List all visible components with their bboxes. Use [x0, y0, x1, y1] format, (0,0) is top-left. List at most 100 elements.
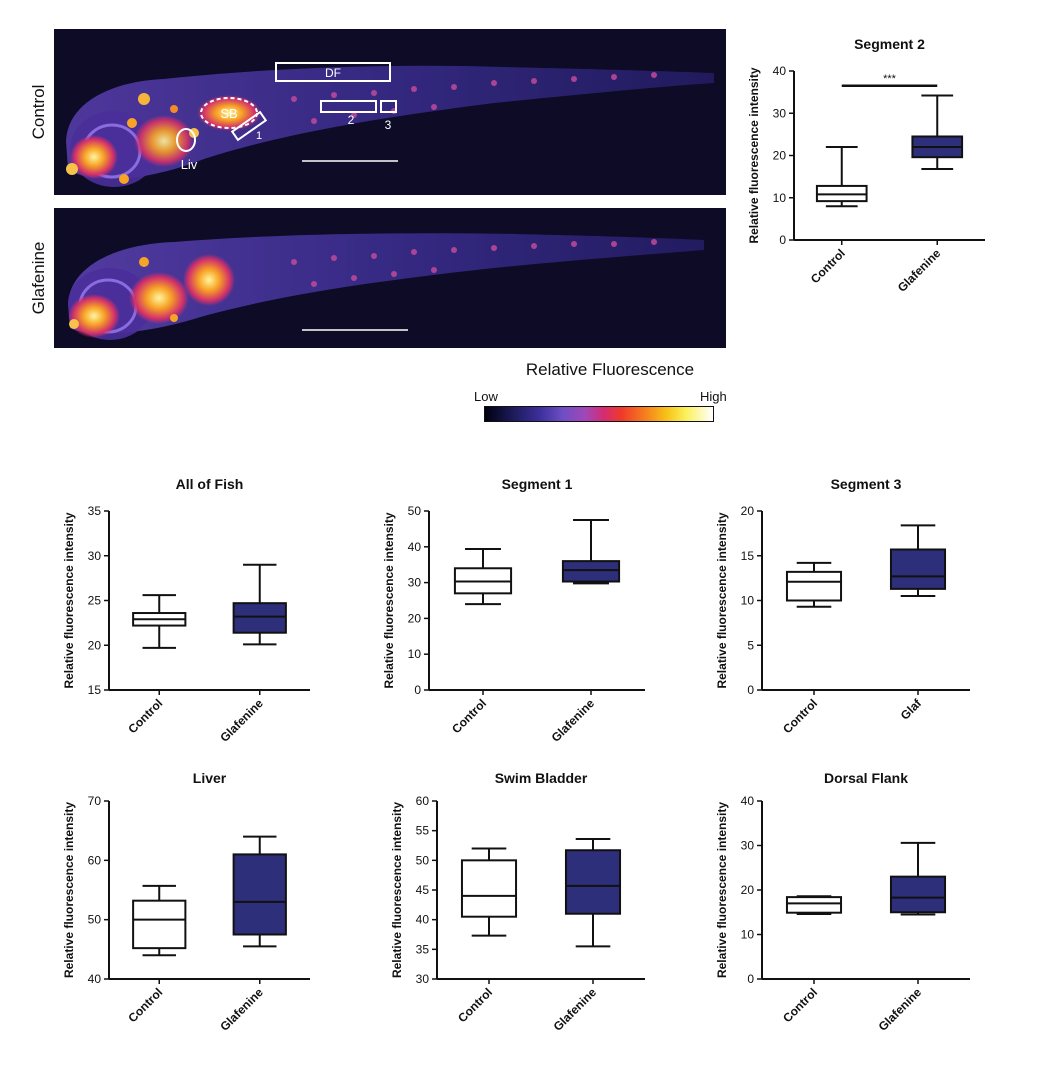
- y-tick-label: 10: [741, 928, 755, 942]
- y-tick-label: 70: [88, 794, 102, 808]
- y-tick-label: 35: [416, 942, 430, 956]
- glafenine-fish-image: [54, 208, 726, 348]
- control-fish-image: DF SB Liv 1 2 3: [54, 29, 726, 195]
- swim-bladder-chart: Swim Bladder Relative fluorescence intens…: [365, 764, 685, 1069]
- colorbar-title: Relative Fluorescence: [525, 360, 695, 379]
- y-axis-label: Relative fluorescence intensity: [747, 67, 761, 243]
- liver-region-outline: [176, 128, 196, 152]
- all-of-fish-svg: All of Fish Relative fluorescence intensi…: [62, 476, 310, 745]
- y-tick-label: 30: [773, 106, 787, 120]
- y-axis-label: Relative fluorescence intensity: [715, 802, 729, 978]
- dorsal-flank-chart: Dorsal Flank Relative fluorescence intens…: [690, 764, 1010, 1069]
- y-tick-label: 45: [416, 883, 430, 897]
- x-category-label: Glaf: [898, 696, 925, 723]
- segment2-region-box: [320, 100, 377, 113]
- y-tick-label: 20: [88, 638, 102, 652]
- control-box-group: Control: [125, 594, 187, 736]
- x-category-label: Glafenine: [217, 696, 266, 745]
- iqr-box: [232, 602, 287, 634]
- x-category-label: Glafenine: [217, 985, 266, 1034]
- swim-bladder-svg: Swim Bladder Relative fluorescence intens…: [390, 770, 645, 1034]
- y-tick-label: 40: [416, 913, 430, 927]
- y-tick-label: 0: [414, 683, 421, 697]
- x-category-label: Glafenine: [549, 696, 598, 745]
- segment1-chart: Segment 1 Relative fluorescence intensity…: [365, 470, 685, 765]
- glafenine-box-group: Glafenine: [895, 94, 964, 295]
- segment2-chart: Segment 2 Relative fluorescence intensity…: [725, 30, 1025, 315]
- chart-title: Segment 3: [831, 476, 902, 492]
- x-category-label: Control: [780, 985, 820, 1025]
- df-region-label: DF: [325, 66, 341, 80]
- y-tick-label: 30: [416, 972, 430, 986]
- x-category-label: Control: [125, 985, 165, 1025]
- significance-label: ***: [883, 73, 897, 85]
- y-tick-label: 5: [747, 638, 754, 652]
- y-tick-label: 30: [88, 549, 102, 563]
- x-category-label: Control: [455, 985, 495, 1025]
- control-box-group: Control: [449, 547, 513, 736]
- iqr-box: [889, 548, 947, 590]
- y-tick-label: 60: [88, 853, 102, 867]
- all-of-fish-chart: All of Fish Relative fluorescence intensi…: [30, 470, 350, 765]
- dorsal-flank-svg: Dorsal Flank Relative fluorescence intens…: [715, 770, 970, 1034]
- segment3-chart: Segment 3 Relative fluorescence intensity…: [690, 470, 1010, 765]
- glafenine-box-group: Glafenine: [549, 518, 621, 745]
- y-tick-label: 0: [779, 233, 786, 247]
- iqr-box: [232, 853, 287, 936]
- control-box-group: Control: [780, 895, 843, 1025]
- y-tick-label: 50: [408, 504, 422, 518]
- y-axis-label: Relative fluorescence intensity: [62, 802, 76, 978]
- y-tick-label: 40: [741, 794, 755, 808]
- x-category-label: Glafenine: [551, 985, 600, 1034]
- y-tick-label: 20: [741, 504, 755, 518]
- liver-svg: Liver Relative fluorescence intensity 40 50…: [62, 770, 310, 1034]
- y-tick-label: 30: [408, 576, 422, 590]
- segment2-region-label: 2: [348, 113, 355, 127]
- x-category-label: Glafenine: [895, 246, 944, 295]
- y-tick-label: 20: [773, 149, 787, 163]
- control-box-group: Control: [780, 561, 843, 736]
- chart-title: Segment 1: [502, 476, 573, 492]
- y-axis-label: Relative fluorescence intensity: [382, 512, 396, 688]
- segment3-svg: Segment 3 Relative fluorescence intensity…: [715, 476, 970, 736]
- chart-title: Segment 2: [854, 36, 925, 52]
- segment1-region-box: [230, 110, 268, 142]
- colorbar-low-label: Low: [474, 389, 498, 404]
- iqr-box: [132, 899, 187, 950]
- glafenine-box-group: Glafenine: [551, 837, 622, 1034]
- df-region-box: [275, 62, 391, 82]
- y-tick-label: 60: [416, 794, 430, 808]
- x-category-label: Control: [808, 246, 848, 286]
- control-box-group: Control: [808, 146, 868, 286]
- glafenine-box-group: Glafenine: [217, 563, 287, 745]
- y-tick-label: 10: [773, 191, 787, 205]
- segment1-svg: Segment 1 Relative fluorescence intensity…: [382, 476, 645, 745]
- y-tick-label: 30: [741, 839, 755, 853]
- y-tick-label: 20: [408, 611, 422, 625]
- glafenine-fish-drawing: [68, 233, 704, 340]
- y-axis-label: Relative fluorescence intensity: [390, 802, 404, 978]
- segment3-region-box: [380, 100, 397, 113]
- chart-title: Swim Bladder: [495, 770, 588, 786]
- glafenine-box-group: Glafenine: [876, 841, 947, 1034]
- segment1-region-label: 1: [256, 130, 262, 142]
- y-tick-label: 0: [747, 972, 754, 986]
- y-tick-label: 55: [416, 824, 430, 838]
- y-tick-label: 10: [741, 594, 755, 608]
- y-tick-label: 40: [408, 540, 422, 554]
- colorbar-high-label: High: [700, 389, 727, 404]
- y-tick-label: 25: [88, 594, 102, 608]
- liver-chart: Liver Relative fluorescence intensity 40 50…: [30, 764, 350, 1069]
- liver-region-label: Liv: [181, 157, 198, 172]
- sb-region-label: SB: [220, 106, 237, 121]
- y-tick-label: 40: [773, 64, 787, 78]
- y-axis-label: Relative fluorescence intensity: [62, 512, 76, 688]
- y-tick-label: 15: [741, 549, 755, 563]
- sb-region-outline: [200, 97, 258, 129]
- glafenine-box-group: Glaf: [889, 524, 947, 723]
- chart-title: All of Fish: [176, 476, 244, 492]
- control-box-group: Control: [125, 884, 187, 1025]
- y-tick-label: 35: [88, 504, 102, 518]
- y-tick-label: 50: [88, 913, 102, 927]
- y-tick-label: 20: [741, 883, 755, 897]
